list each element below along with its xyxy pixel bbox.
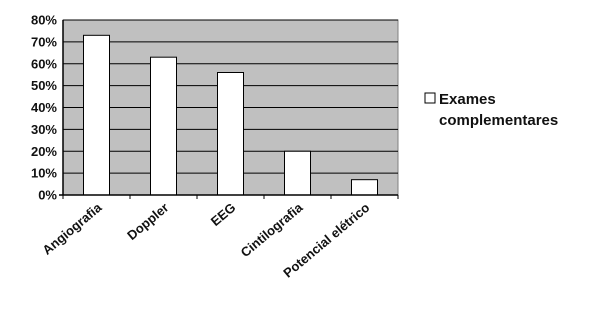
- bar: [284, 150, 311, 196]
- bar: [217, 72, 244, 196]
- y-tick-label: 30%: [31, 122, 57, 137]
- x-tick-label: Angiografia: [39, 199, 105, 257]
- bar: [351, 179, 378, 196]
- axes: [59, 20, 399, 199]
- x-tick-label: Doppler: [124, 200, 171, 243]
- y-tick-label: 80%: [31, 13, 57, 28]
- bar: [150, 56, 177, 196]
- bar: [83, 34, 110, 196]
- bars: [83, 34, 378, 196]
- y-tick-label: 40%: [31, 100, 57, 115]
- y-tick-label: 50%: [31, 78, 57, 93]
- y-tick-label: 70%: [31, 34, 57, 49]
- y-tick-label: 0%: [38, 188, 57, 203]
- legend-swatch: [424, 92, 436, 104]
- x-tick-label: EEG: [208, 200, 239, 229]
- y-tick-label: 60%: [31, 56, 57, 71]
- legend-label-line-2: complementares: [439, 112, 558, 129]
- x-tick-labels: Angiografia Doppler EEG CintilografiaPotenc…: [39, 199, 372, 280]
- y-tick-labels: 0% 10% 20% 30% 40% 50% 60% 70% 80%: [31, 13, 57, 203]
- legend-label-line-1: Exames: [439, 91, 496, 108]
- legend: Exames complementares: [424, 91, 558, 129]
- y-tick-label: 10%: [31, 166, 57, 181]
- y-tick-label: 20%: [31, 144, 57, 159]
- x-tick-label: Cintilografia: [238, 199, 306, 260]
